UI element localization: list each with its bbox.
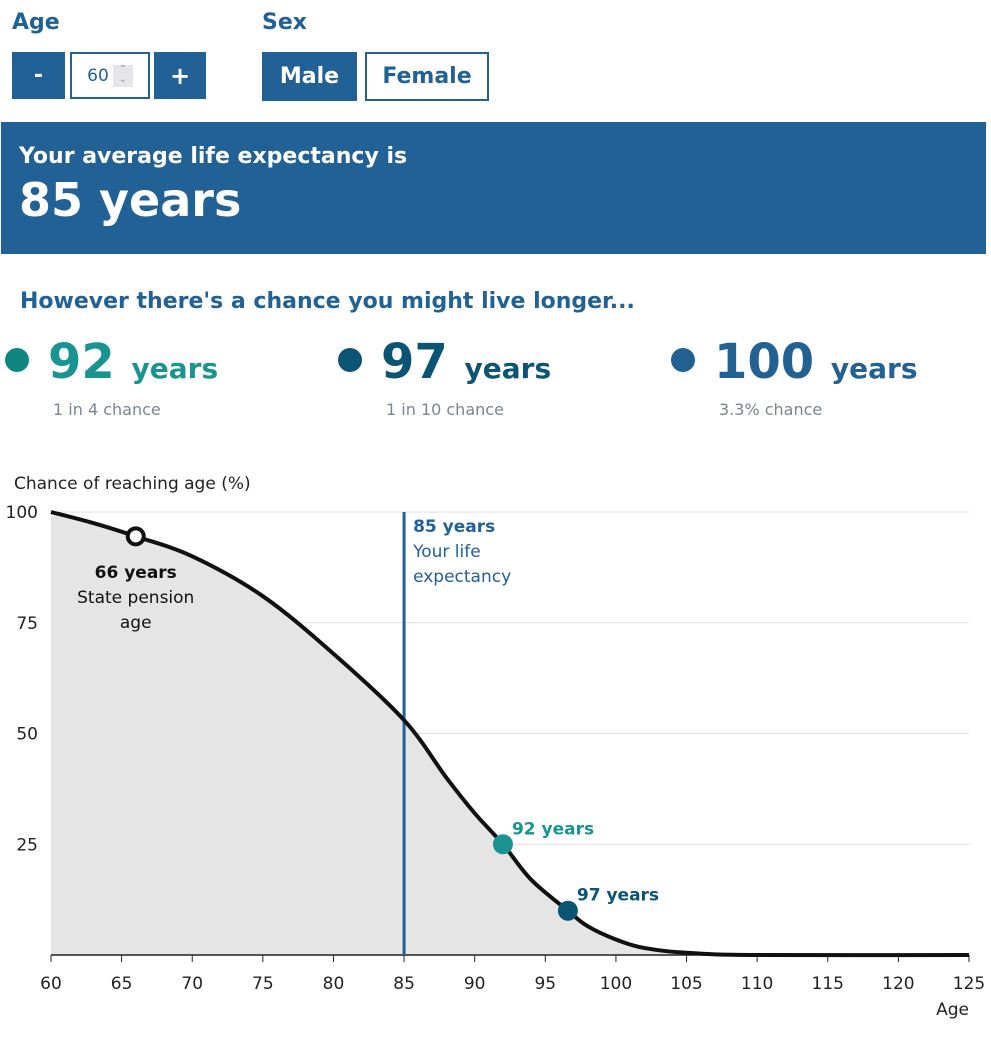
x-tick-label: 65 [111,974,133,994]
annotation-text: age [120,613,152,633]
spinner-icon[interactable]: ⌃ ⌄ [112,64,133,87]
x-tick-label: 85 [393,974,415,994]
stat-chance: 1 in 4 chance [53,400,161,419]
annotation-title: 66 years [95,563,177,583]
stat-chance: 3.3% chance [719,400,823,419]
dot-icon [338,348,362,372]
sex-label: Sex [262,10,307,35]
annotation-title: 97 years [577,886,659,906]
increase-age-button[interactable]: + [154,52,206,99]
life-expectancy-banner: Your average life expectancy is 85 years [1,122,986,254]
x-tick-label: 115 [812,974,844,994]
x-tick-label: 70 [181,974,203,994]
stat-number: 92 [48,334,115,390]
stat-chance: 1 in 10 chance [386,400,504,419]
dot-icon [671,348,695,372]
x-tick-label: 105 [670,974,702,994]
x-tick-label: 110 [741,974,773,994]
x-tick-label: 75 [252,974,274,994]
x-tick-label: 125 [953,974,985,994]
x-axis-label: Age [936,1000,969,1020]
x-tick-label: 120 [882,974,914,994]
dot-icon [5,348,29,372]
y-axis-label: Chance of reaching age (%) [14,474,251,494]
pension-marker [125,526,146,547]
survival-area [51,512,969,956]
banner-value: 85 years [19,173,242,227]
marker-92-years [492,834,513,855]
y-tick-label: 100 [6,503,38,523]
banner-intro: Your average life expectancy is [19,144,408,169]
stat-number: 97 [381,334,448,390]
decrease-age-button[interactable]: - [12,52,65,99]
x-tick-label: 95 [534,974,556,994]
age-input[interactable]: 60 ⌃ ⌄ [70,52,150,99]
x-tick-label: 100 [600,974,632,994]
annotation-text: Your life [412,542,481,562]
y-tick-label: 25 [16,835,38,855]
age-label: Age [12,10,60,35]
x-tick-label: 90 [464,974,486,994]
stat-unit: years [464,352,552,385]
survival-curve [50,510,970,958]
age-value: 60 [87,65,109,86]
x-tick-label: 60 [40,974,62,994]
subtitle: However there's a chance you might live … [20,289,635,314]
annotation-text: expectancy [413,567,511,587]
male-button[interactable]: Male [262,52,357,101]
annotation-title: 85 years [413,517,495,537]
female-button[interactable]: Female [365,52,489,101]
y-tick-label: 75 [16,614,38,634]
stat-unit: years [830,352,918,385]
x-tick-label: 80 [323,974,345,994]
marker-97-years [557,900,578,921]
annotation-title: 92 years [512,819,594,839]
survival-chart: Chance of reaching age (%) 100 75 50 25 60 65 7… [6,474,986,1020]
stat-unit: years [131,352,219,385]
y-tick-label: 50 [16,725,38,745]
annotation-text: State pension [77,588,194,608]
stat-number: 100 [714,334,815,390]
